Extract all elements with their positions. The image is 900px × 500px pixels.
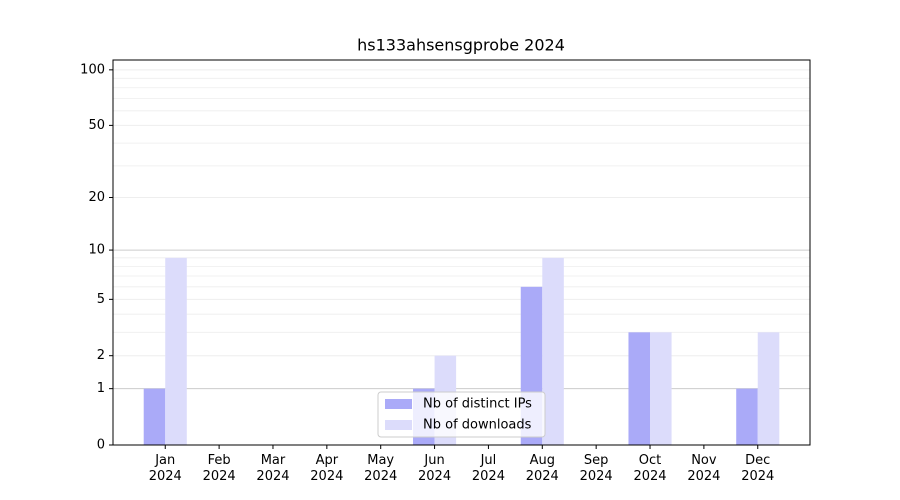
x-tick-label: Jan 2024: [148, 453, 182, 484]
x-tick-label: Apr 2024: [310, 453, 344, 484]
x-tick-label: Dec 2024: [741, 453, 775, 484]
bar: [650, 332, 672, 445]
bar: [757, 332, 780, 445]
x-tick-label: Jul 2024: [471, 453, 505, 484]
y-tick-label: 20: [88, 190, 105, 205]
legend-label: Nb of downloads: [423, 418, 532, 433]
y-tick-label: 1: [97, 381, 105, 396]
bar: [628, 332, 651, 445]
x-tick-label: Sep 2024: [579, 453, 613, 484]
bar: [542, 257, 564, 445]
x-tick-label: May 2024: [364, 453, 398, 484]
plot-frame: [112, 59, 811, 446]
y-tick-label: 0: [97, 438, 105, 453]
y-tick-label: 2: [97, 348, 105, 363]
y-tick-label: 50: [88, 118, 105, 133]
x-tick-label: Jun 2024: [418, 453, 452, 484]
x-tick-label: Nov 2024: [687, 453, 721, 484]
bar: [736, 388, 758, 445]
y-tick-label: 10: [88, 243, 105, 258]
bar: [143, 388, 166, 445]
bar: [165, 257, 187, 445]
x-tick-label: Aug 2024: [525, 453, 559, 484]
legend-swatch: [385, 399, 412, 409]
legend-swatch: [385, 420, 412, 430]
legend-box: [377, 391, 546, 438]
y-tick-label: 100: [80, 62, 105, 77]
x-tick-label: Oct 2024: [633, 453, 667, 484]
legend: Nb of distinct IPs Nb of downloads: [377, 391, 546, 438]
chart-title: hs133ahsensgprobe 2024: [357, 36, 565, 55]
x-tick-label: Mar 2024: [256, 453, 290, 484]
y-tick-label: 5: [97, 292, 105, 307]
x-tick-label: Feb 2024: [202, 453, 236, 484]
legend-label: Nb of distinct IPs: [423, 397, 532, 412]
